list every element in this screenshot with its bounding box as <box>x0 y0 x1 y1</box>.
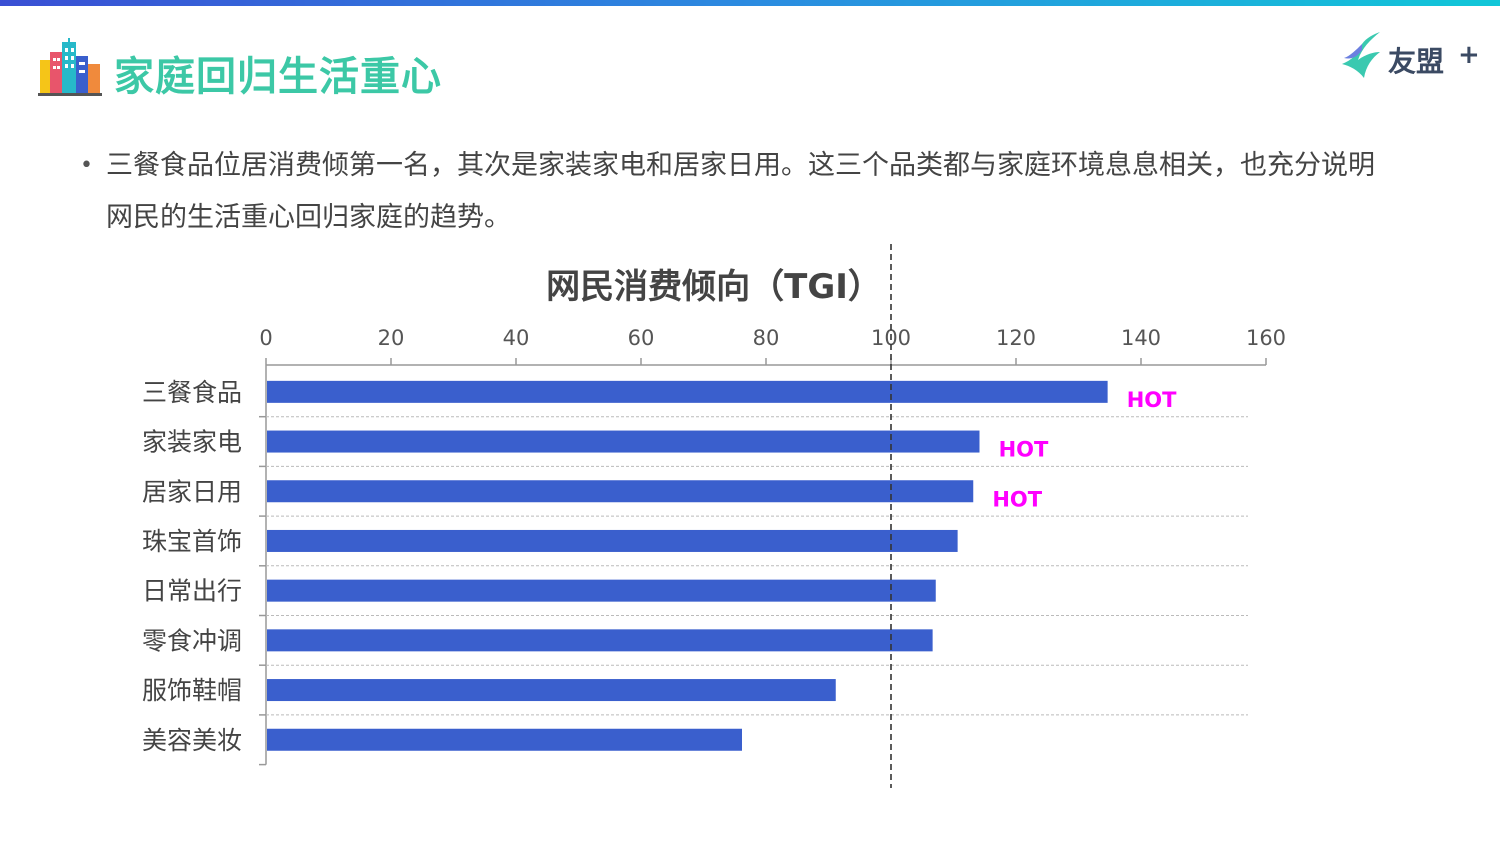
bird-logo-icon <box>1342 32 1380 78</box>
bar-2 <box>267 430 980 453</box>
city-buildings-icon <box>38 38 102 96</box>
x-tick-label: 80 <box>753 326 780 350</box>
x-tick-label: 60 <box>628 326 655 350</box>
x-tick-label: 20 <box>378 326 405 350</box>
summary-text: 三餐食品位居消费倾第一名，其次是家装家电和居家日用。这三个品类都与家庭环境息息相… <box>106 150 1375 233</box>
bullet-dot: • <box>80 153 93 178</box>
bar-4 <box>267 529 958 552</box>
x-tick-label: 140 <box>1121 326 1161 350</box>
category-label: 三餐食品 <box>142 378 242 407</box>
x-tick-label: 160 <box>1246 326 1286 350</box>
bar-1 <box>267 380 1108 403</box>
bar-7 <box>267 679 836 702</box>
page-title: 家庭回归生活重心 <box>114 54 442 100</box>
bar-3 <box>267 480 974 503</box>
umeng-logo: 友盟 + <box>1340 30 1490 86</box>
x-tick-label: 120 <box>996 326 1036 350</box>
hot-label: HOT <box>999 438 1049 462</box>
category-label: 家装家电 <box>142 428 242 457</box>
logo-plus: + <box>1458 40 1480 70</box>
category-label: 日常出行 <box>142 577 242 606</box>
category-label: 美容美妆 <box>142 726 242 755</box>
category-label: 服饰鞋帽 <box>142 676 242 705</box>
x-tick-label: 0 <box>259 326 272 350</box>
x-tick-label: 40 <box>503 326 530 350</box>
hot-label: HOT <box>1127 388 1177 412</box>
category-label: 零食冲调 <box>142 626 242 655</box>
top-gradient-bar <box>0 0 1500 6</box>
category-label: 居家日用 <box>142 477 242 506</box>
chart-title: 网民消费倾向（TGI） <box>546 267 882 307</box>
category-label: 珠宝首饰 <box>142 527 242 556</box>
bar-5 <box>267 579 936 602</box>
logo-text: 友盟 <box>1388 45 1445 78</box>
hot-label: HOT <box>992 487 1042 511</box>
bar-8 <box>267 728 742 751</box>
bar-6 <box>267 629 933 652</box>
